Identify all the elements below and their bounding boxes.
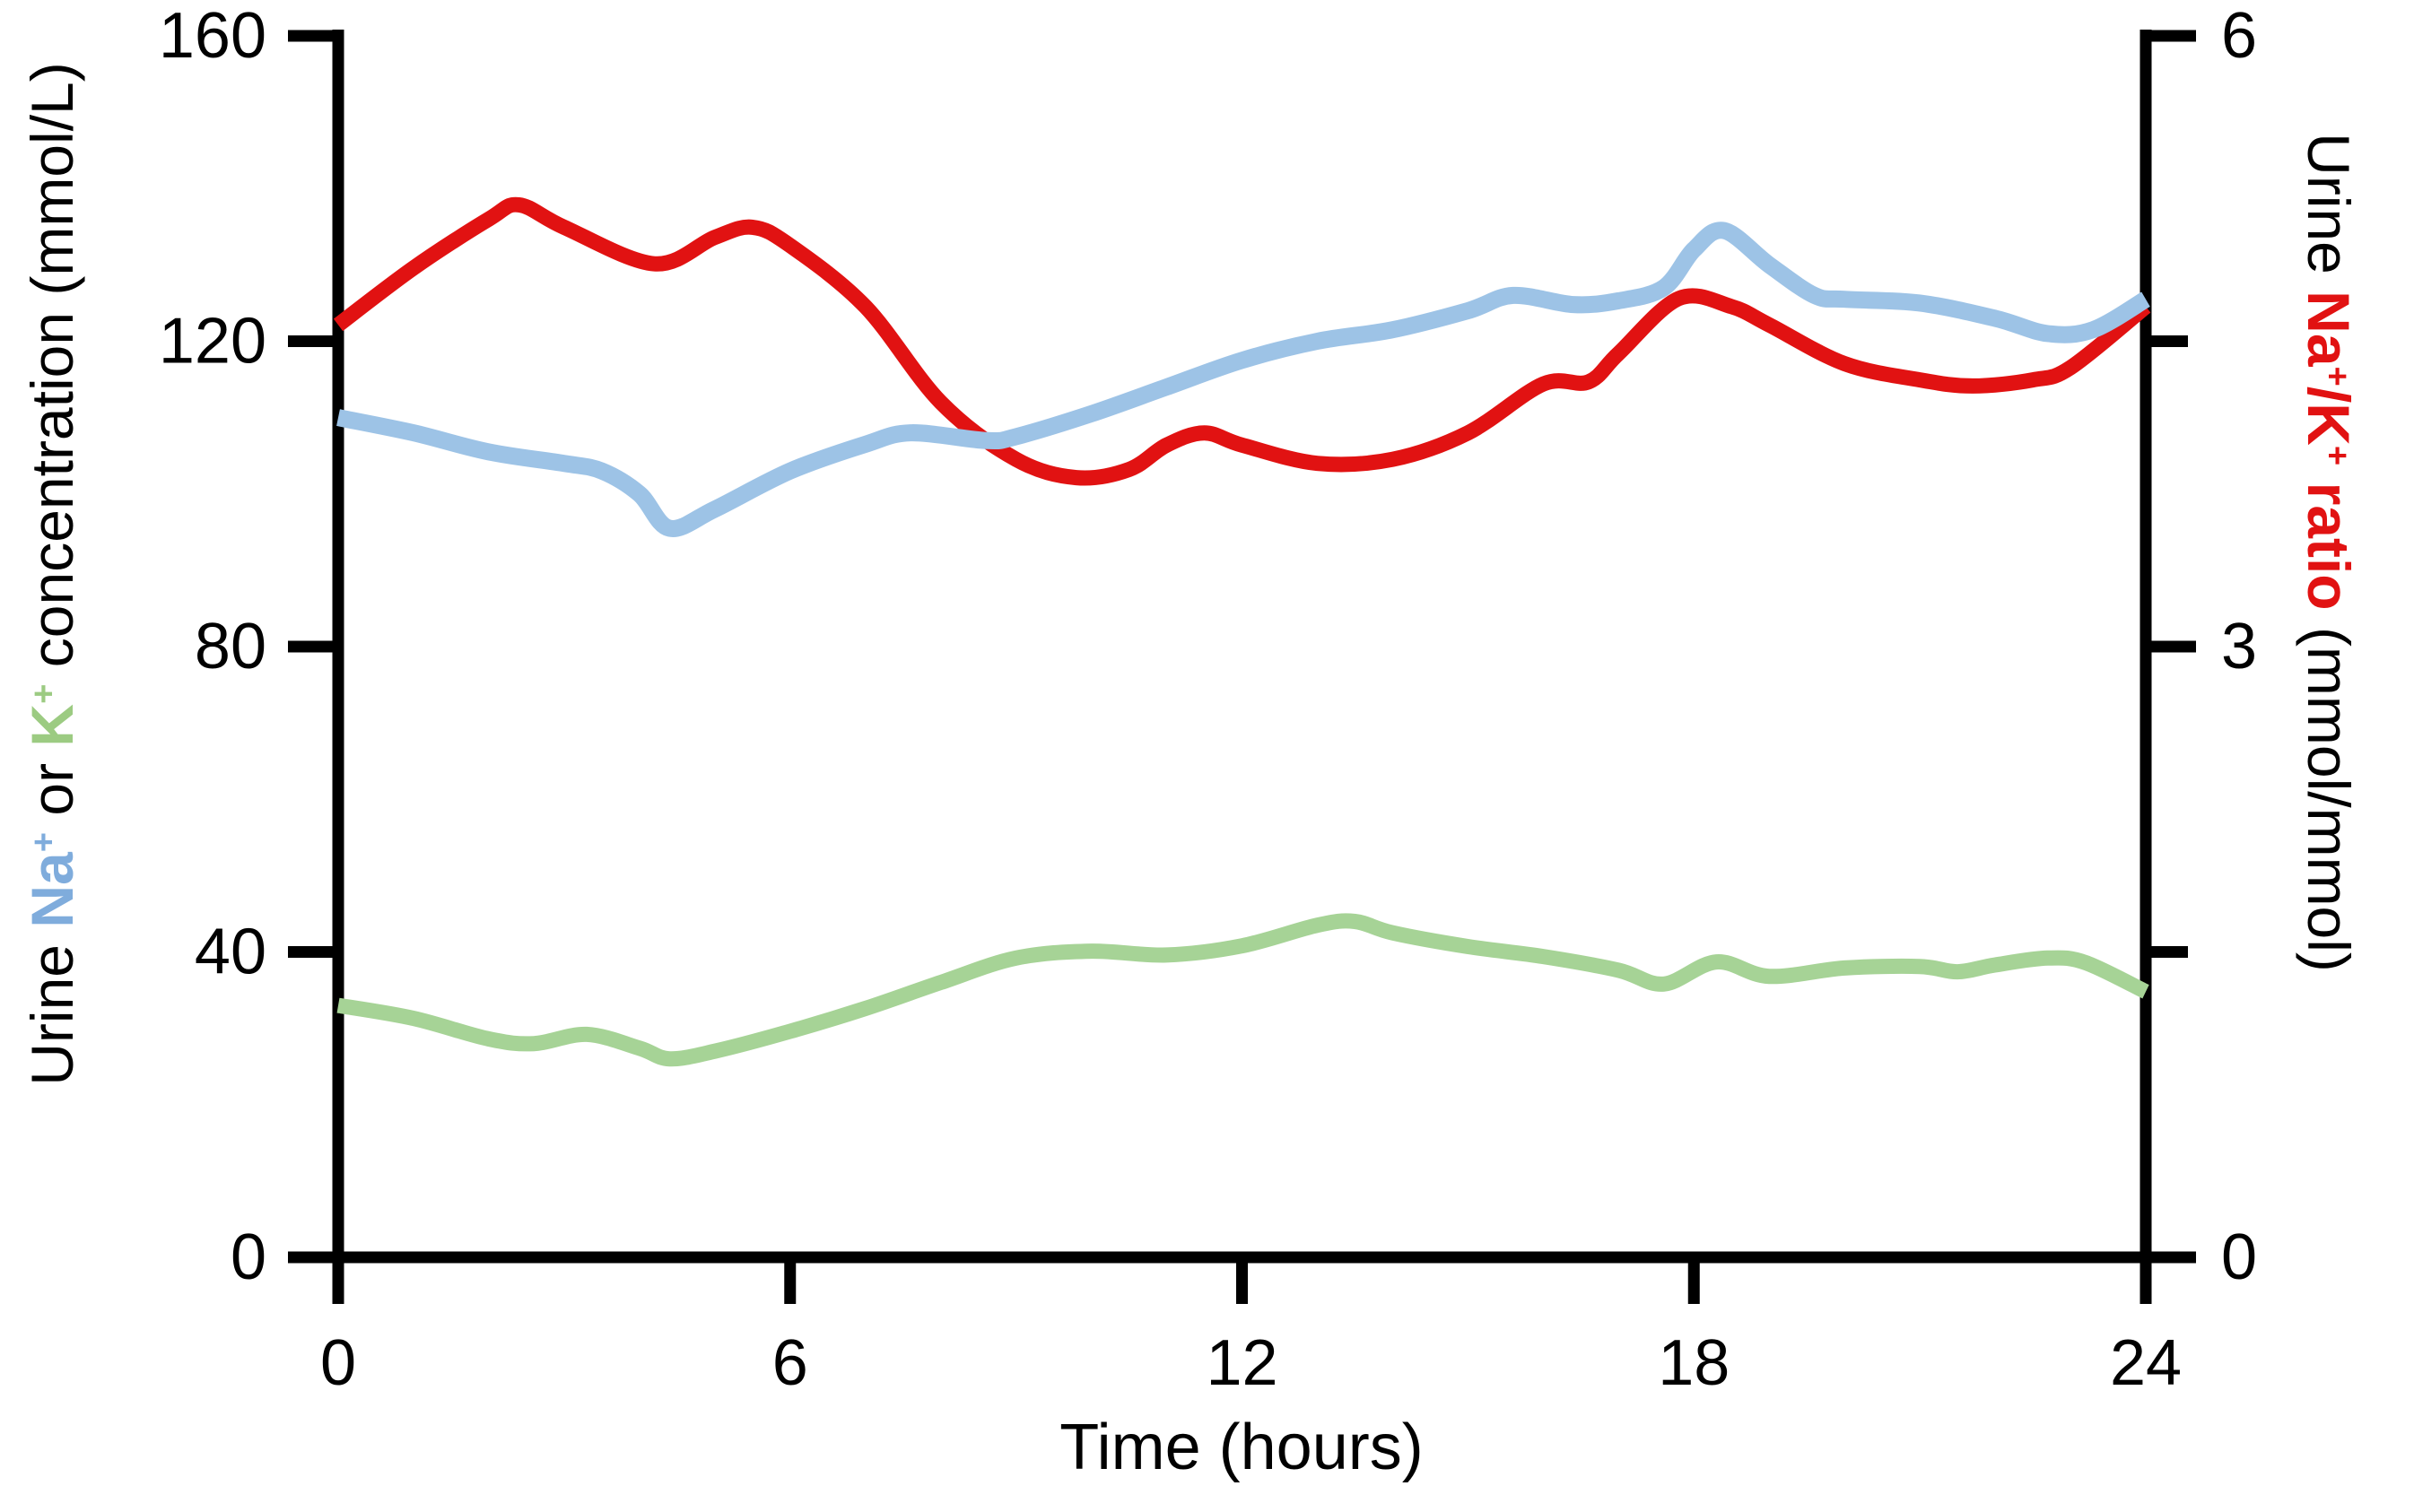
axis-title-segment: concentration (mmol/L) — [19, 62, 85, 684]
y-left-tick-label: 120 — [159, 306, 266, 378]
axis-title-segment: or — [19, 746, 85, 832]
x-tick-label: 12 — [1206, 1327, 1277, 1399]
series-line-na — [336, 222, 2150, 537]
axis-title-segment: + — [24, 831, 64, 853]
x-axis-title: Time (hours) — [1059, 1412, 1424, 1483]
x-tick-label: 0 — [320, 1327, 356, 1399]
x-tick-label: 18 — [1658, 1327, 1730, 1399]
y-right-tick-label: 3 — [2221, 611, 2257, 682]
axis-title-segment: /K — [2296, 386, 2362, 446]
axis-title-segment: + — [2317, 445, 2357, 466]
series-line-k — [336, 913, 2149, 1067]
axis-title-segment: Na — [2296, 291, 2362, 367]
x-tick-label: 6 — [772, 1327, 808, 1399]
axis-title-segment: Na — [19, 852, 85, 928]
axis-title-segment: ratio — [2296, 465, 2362, 611]
axis-title-segment: (mmol/mmol) — [2296, 610, 2362, 972]
axis-title-segment: + — [2317, 366, 2357, 387]
axis-title-segment: K — [19, 703, 85, 747]
y-left-tick-label: 160 — [159, 0, 266, 72]
y-right-tick-label: 6 — [2221, 0, 2257, 72]
axis-title-segment: Urine — [2296, 133, 2362, 291]
y-axis-left-title: Urine Na+ or K+ concentration (mmol/L) — [18, 62, 86, 1085]
axis-title-segment: + — [24, 683, 64, 704]
y-left-tick-label: 80 — [195, 611, 266, 682]
y-left-tick-label: 40 — [195, 917, 266, 988]
series-line-ratio — [333, 196, 2151, 486]
y-axis-right-title: Urine Na+/K+ ratio (mmol/mmol) — [2295, 133, 2363, 972]
y-right-tick-label: 0 — [2221, 1221, 2257, 1293]
x-tick-label: 24 — [2110, 1327, 2182, 1399]
y-left-tick-label: 0 — [231, 1221, 266, 1293]
axis-title-segment: Urine — [19, 927, 85, 1086]
